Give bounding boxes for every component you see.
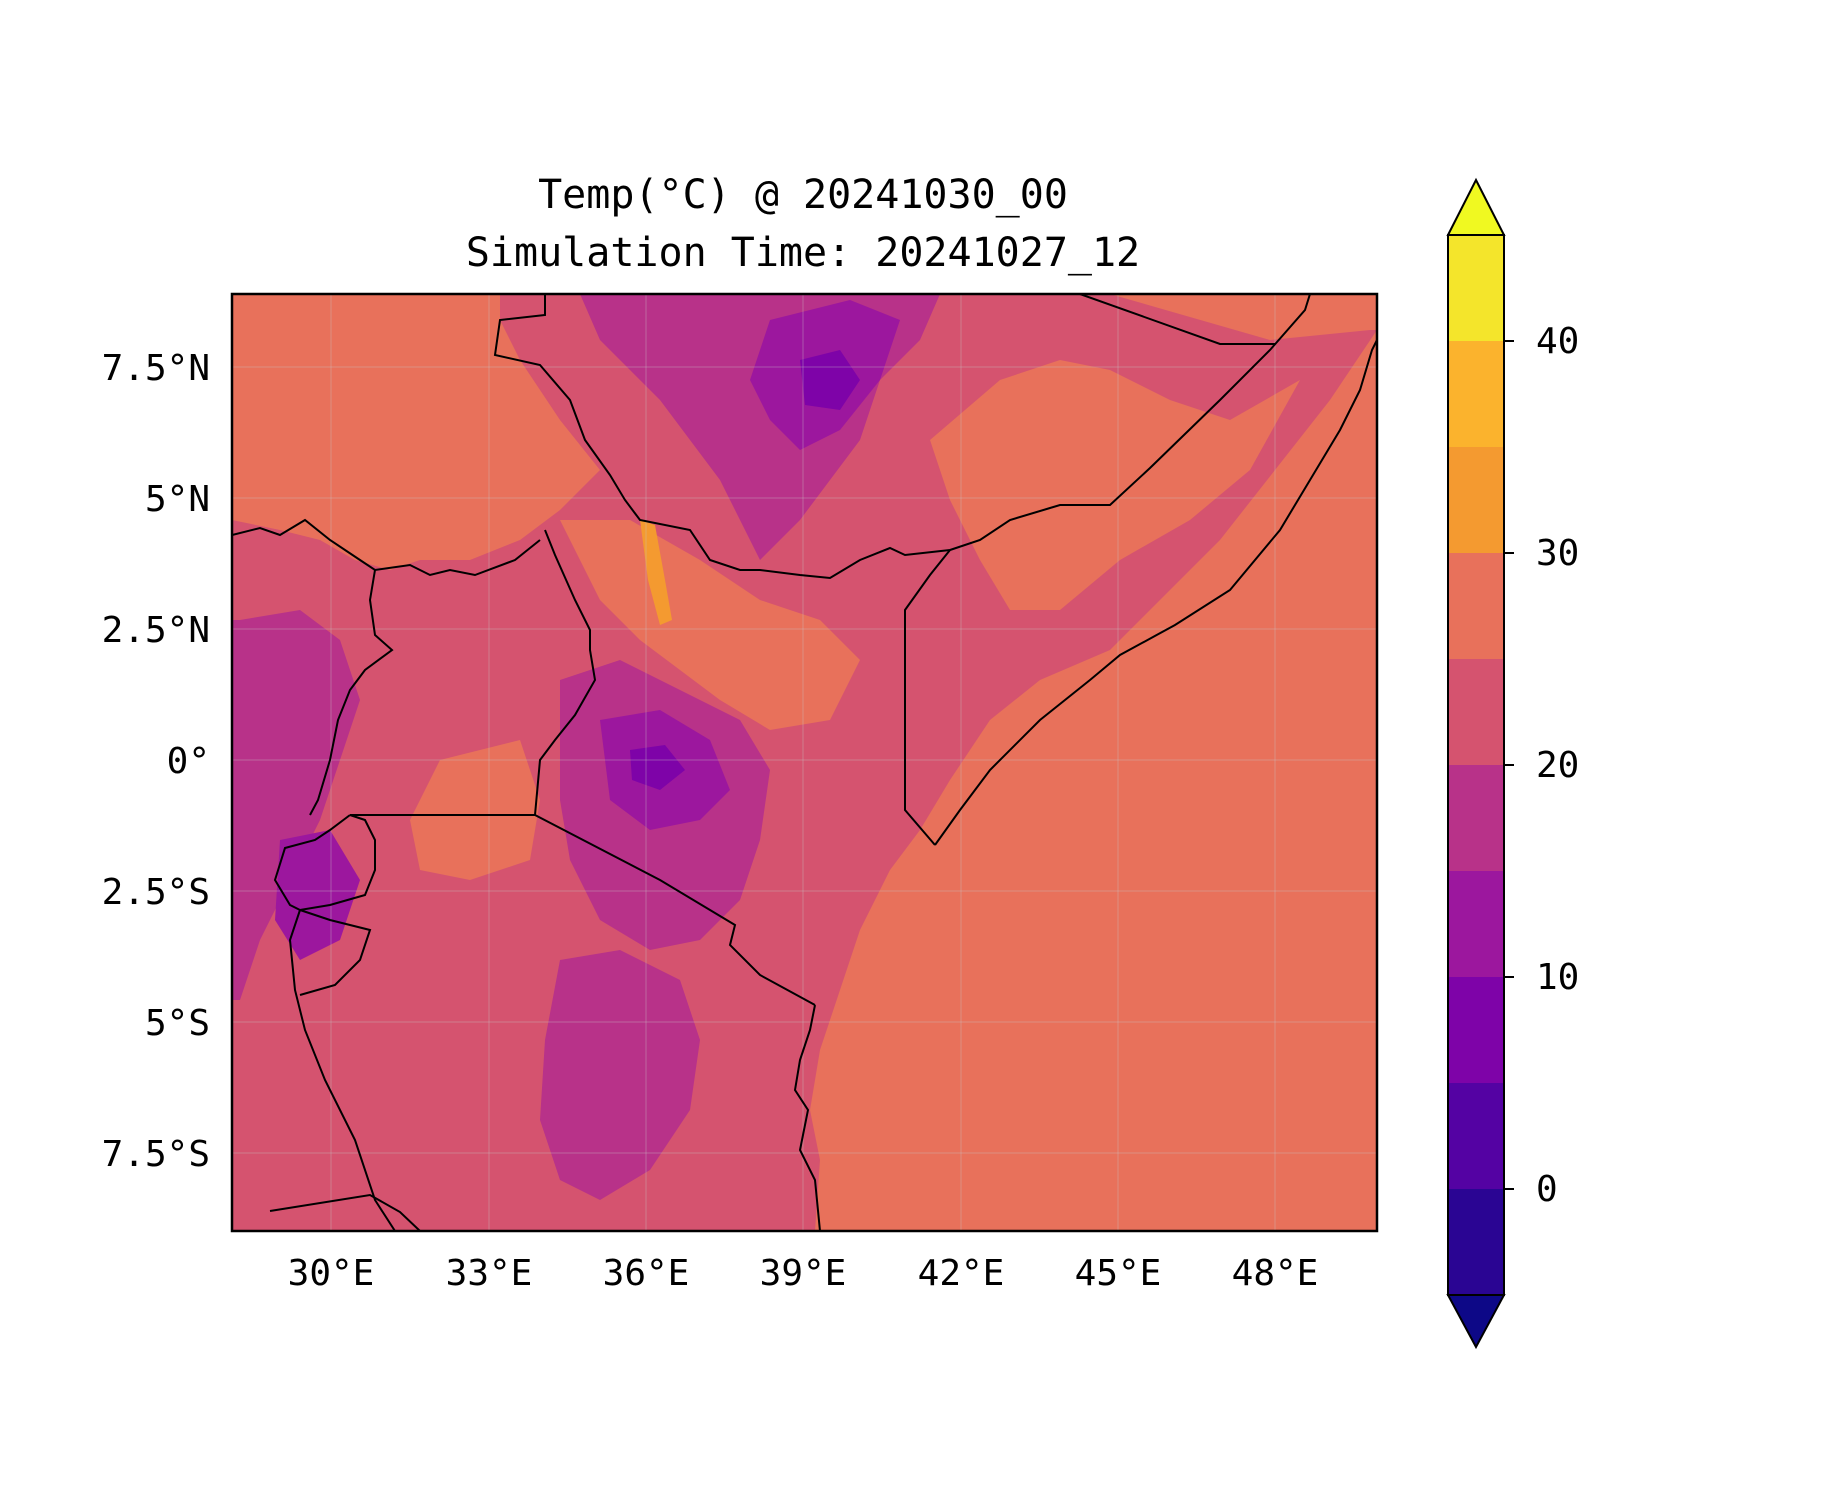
y-tick-label: 5°S (145, 1003, 210, 1044)
y-tick-label: 0° (167, 741, 210, 782)
colorbar-segment (1448, 447, 1504, 553)
cool-region-tanzania-south (540, 950, 700, 1200)
y-tick-label: 7.5°S (102, 1134, 210, 1175)
title-line-1: Temp(°C) @ 20241030_00 (538, 172, 1068, 218)
colorbar-segment (1448, 1083, 1504, 1189)
x-tick-label: 45°E (1075, 1253, 1162, 1294)
colorbar-ticks (1504, 340, 1514, 1190)
warm-region-north-west (232, 294, 600, 570)
warm-region-horn (930, 360, 1300, 610)
border-uganda-drc (309, 569, 394, 816)
map-frame (230, 292, 1379, 1233)
warm-region-central-kenya (560, 520, 860, 730)
x-tick-label: 36°E (603, 1253, 690, 1294)
cold-core-rwanda (275, 830, 360, 960)
colorbar-tick-label: 40 (1536, 321, 1579, 362)
y-axis-ticks: 7.5°N 5°N 2.5°N 0° 2.5°S 5°S 7.5°S (102, 348, 210, 1175)
y-tick-label: 7.5°N (102, 348, 210, 389)
colorbar-tick-label: 20 (1536, 745, 1579, 786)
title-line-2: Simulation Time: 20241027_12 (466, 230, 1140, 276)
colorbar-tick-label: 10 (1536, 957, 1579, 998)
colorbar-extend-top (1446, 177, 1506, 236)
colorbar-segment (1448, 659, 1504, 765)
colorbar-segment (1448, 341, 1504, 447)
colorbar-tick-label: 30 (1536, 533, 1579, 574)
colorbar-segment (1448, 871, 1504, 977)
colorbar-tick-label: 0 (1536, 1169, 1558, 1210)
border-ethiopia-somaliland (1079, 294, 1275, 345)
y-tick-label: 5°N (145, 479, 210, 520)
colorbar-segment (1448, 765, 1504, 871)
coldest-core-ethiopia (800, 350, 860, 410)
country-borders (232, 294, 1377, 1231)
colorbar-segment (1448, 977, 1504, 1083)
x-axis-ticks: 30°E 33°E 36°E 39°E 42°E 45°E 48°E (288, 1253, 1319, 1294)
x-tick-label: 30°E (288, 1253, 375, 1294)
coldest-core-kenya (630, 745, 685, 790)
cool-region-western-rift (232, 610, 360, 1000)
y-tick-label: 2.5°S (102, 872, 210, 913)
gridlines (232, 294, 1377, 1231)
map-panel (232, 294, 1377, 1231)
x-tick-label: 33°E (446, 1253, 533, 1294)
colorbar-segment (1448, 235, 1504, 341)
x-tick-label: 39°E (760, 1253, 847, 1294)
warm-region-lake-victoria (410, 740, 540, 880)
border-kenya-somalia (904, 549, 951, 846)
border-uganda-kenya (534, 529, 597, 816)
x-tick-label: 48°E (1232, 1253, 1319, 1294)
border-ethiopia-somalia (949, 294, 1311, 551)
coastline-east-africa (793, 339, 1377, 1231)
y-tick-label: 2.5°N (102, 610, 210, 651)
colorbar: 40 30 20 10 0 (1446, 177, 1579, 1350)
x-tick-label: 42°E (918, 1253, 1005, 1294)
border-burundi-tanzania (299, 909, 372, 996)
border-kenya-tanzania (534, 814, 816, 1006)
border-tanzania-west (288, 909, 396, 1231)
colorbar-segment (1448, 1189, 1504, 1295)
border-south-sudan-ethiopia (493, 294, 951, 580)
border-zambia-malawi (269, 1193, 421, 1231)
warm-region-lake-turkana (640, 520, 672, 625)
colorbar-segment (1448, 553, 1504, 659)
colorbar-extend-bottom (1446, 1294, 1506, 1350)
